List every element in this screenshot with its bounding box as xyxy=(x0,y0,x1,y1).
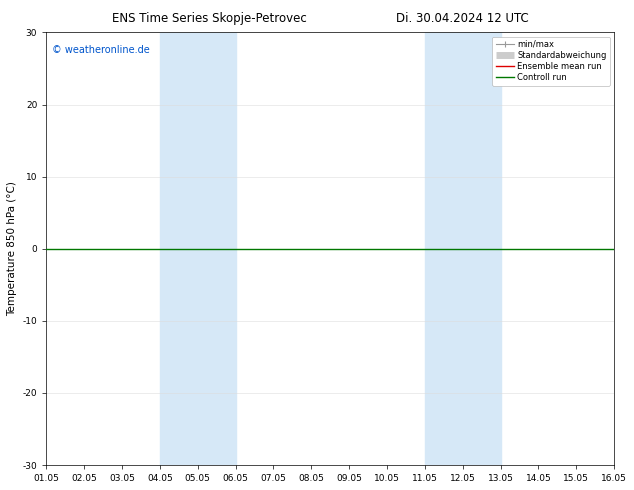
Y-axis label: Temperature 850 hPa (°C): Temperature 850 hPa (°C) xyxy=(7,181,17,316)
Text: Di. 30.04.2024 12 UTC: Di. 30.04.2024 12 UTC xyxy=(396,12,529,25)
Text: © weatheronline.de: © weatheronline.de xyxy=(52,46,150,55)
Text: ENS Time Series Skopje-Petrovec: ENS Time Series Skopje-Petrovec xyxy=(112,12,307,25)
Bar xyxy=(425,32,501,465)
Bar xyxy=(160,32,236,465)
Legend: min/max, Standardabweichung, Ensemble mean run, Controll run: min/max, Standardabweichung, Ensemble me… xyxy=(492,37,610,86)
